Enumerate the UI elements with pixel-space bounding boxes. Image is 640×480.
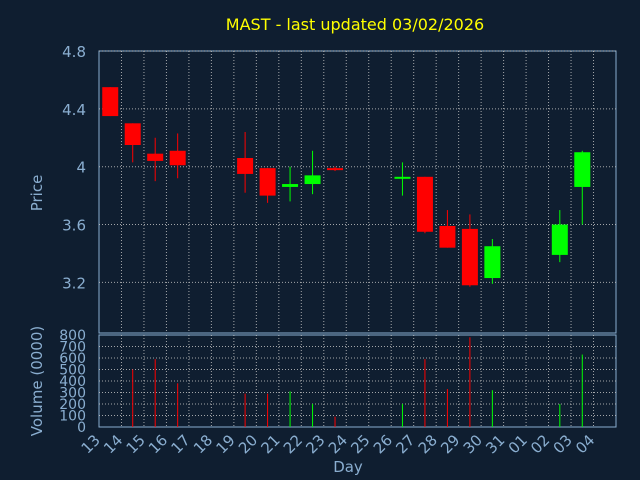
candle-body bbox=[394, 176, 411, 179]
price-tick-label: 4.8 bbox=[62, 43, 86, 61]
volume-bars bbox=[132, 337, 583, 427]
price-tick-label: 3.2 bbox=[62, 274, 86, 292]
volume-tick-label: 500 bbox=[59, 363, 86, 379]
volume-tick-label: 800 bbox=[59, 328, 86, 344]
volume-axis-label: Volume (0000) bbox=[28, 326, 46, 436]
price-tick-label: 3.6 bbox=[62, 217, 86, 235]
x-axis-label: Day bbox=[333, 458, 363, 476]
candle-body bbox=[327, 168, 344, 171]
price-axis-label: Price bbox=[28, 175, 46, 212]
candle-body bbox=[439, 225, 456, 248]
chart-title: MAST - last updated 03/02/2026 bbox=[226, 15, 484, 34]
volume-tick-label: 0 bbox=[77, 420, 86, 436]
candle-body bbox=[551, 224, 568, 255]
candle-body bbox=[102, 87, 119, 117]
grid bbox=[99, 50, 616, 427]
volume-tick-label: 700 bbox=[59, 340, 86, 356]
candle-body bbox=[259, 168, 276, 196]
volume-tick-label: 100 bbox=[59, 409, 86, 425]
candles bbox=[102, 87, 591, 287]
volume-tick-label: 600 bbox=[59, 351, 86, 367]
volume-tick-label: 300 bbox=[59, 386, 86, 402]
candle-body bbox=[461, 228, 478, 286]
volume-tick-label: 400 bbox=[59, 374, 86, 390]
candle-body bbox=[124, 123, 141, 145]
price-plot-area bbox=[98, 50, 617, 334]
candle-body bbox=[237, 158, 254, 174]
candle-body bbox=[304, 175, 321, 185]
x-tick-label: 04 bbox=[572, 431, 598, 457]
price-tick-label: 4.4 bbox=[62, 101, 86, 119]
candle-body bbox=[574, 152, 591, 187]
candle-body bbox=[147, 153, 164, 161]
candle-body bbox=[416, 176, 433, 232]
candle-body bbox=[282, 184, 299, 187]
candle-body bbox=[169, 150, 186, 166]
tick-labels: 3.23.644.44.8010020030040050060070080013… bbox=[59, 43, 598, 457]
volume-tick-label: 200 bbox=[59, 397, 86, 413]
candle-body bbox=[484, 246, 501, 279]
price-tick-label: 4 bbox=[76, 159, 86, 177]
